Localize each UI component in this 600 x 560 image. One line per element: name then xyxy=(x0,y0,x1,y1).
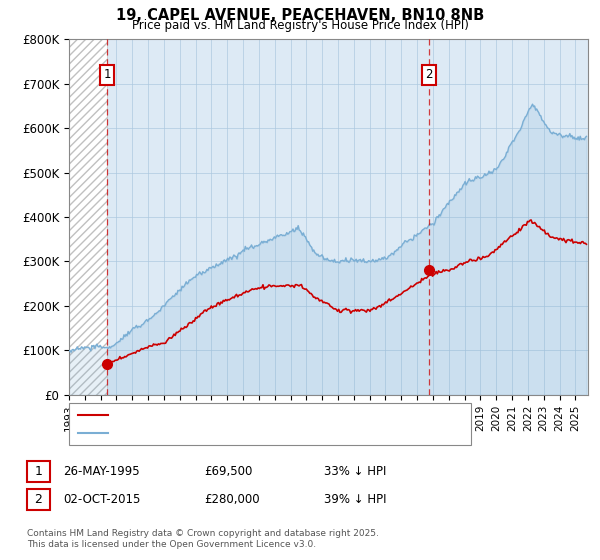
Text: 39% ↓ HPI: 39% ↓ HPI xyxy=(324,493,386,506)
Text: Price paid vs. HM Land Registry's House Price Index (HPI): Price paid vs. HM Land Registry's House … xyxy=(131,19,469,32)
Text: 19, CAPEL AVENUE, PEACEHAVEN, BN10 8NB: 19, CAPEL AVENUE, PEACEHAVEN, BN10 8NB xyxy=(116,8,484,24)
Text: £69,500: £69,500 xyxy=(204,465,253,478)
Text: 02-OCT-2015: 02-OCT-2015 xyxy=(63,493,140,506)
Text: £280,000: £280,000 xyxy=(204,493,260,506)
Text: 33% ↓ HPI: 33% ↓ HPI xyxy=(324,465,386,478)
Text: 19, CAPEL AVENUE, PEACEHAVEN, BN10 8NB (detached house): 19, CAPEL AVENUE, PEACEHAVEN, BN10 8NB (… xyxy=(113,410,441,420)
Text: 26-MAY-1995: 26-MAY-1995 xyxy=(63,465,140,478)
Text: HPI: Average price, detached house, Lewes: HPI: Average price, detached house, Lewe… xyxy=(113,428,338,438)
Text: 2: 2 xyxy=(425,68,433,81)
Text: Contains HM Land Registry data © Crown copyright and database right 2025.
This d: Contains HM Land Registry data © Crown c… xyxy=(27,529,379,549)
Text: 1: 1 xyxy=(34,465,43,478)
Bar xyxy=(69,39,107,395)
Text: 2: 2 xyxy=(34,493,43,506)
Text: 1: 1 xyxy=(103,68,111,81)
